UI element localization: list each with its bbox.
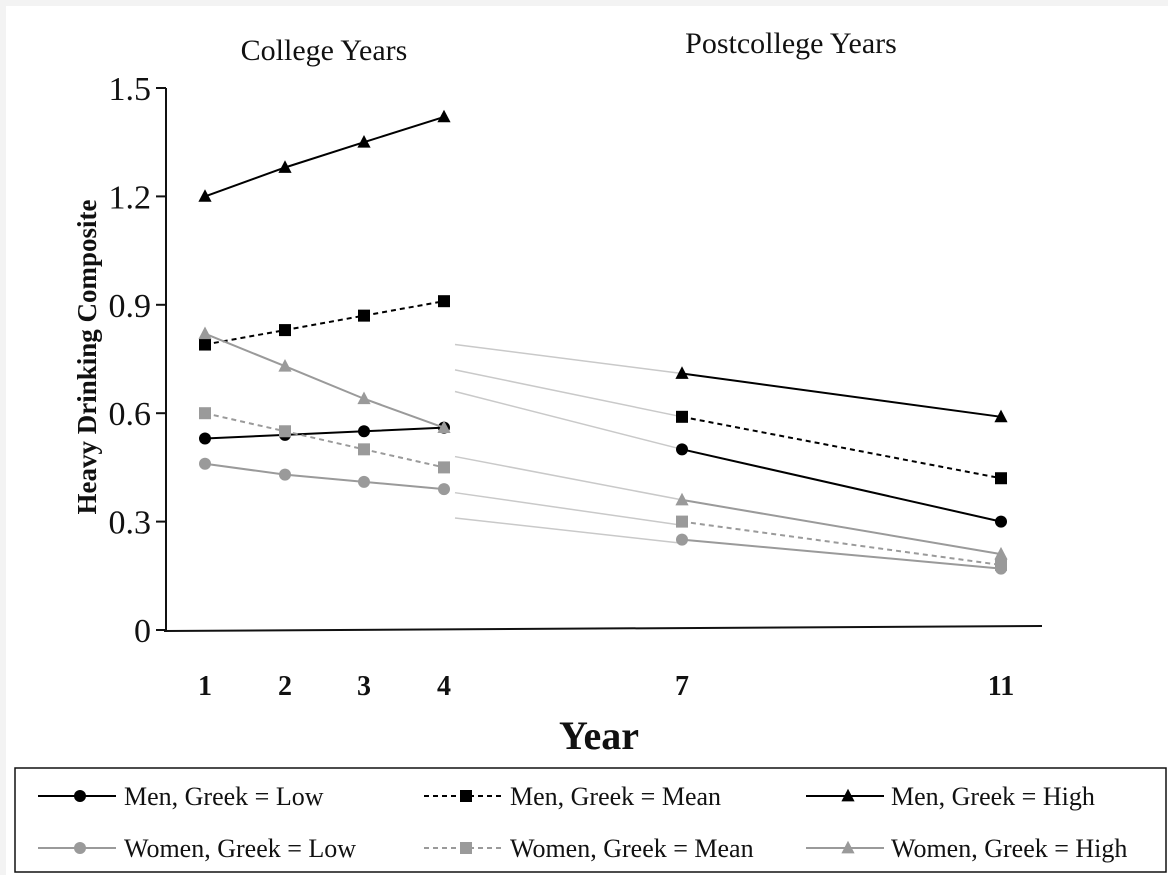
square-marker (438, 461, 450, 474)
triangle-marker (841, 788, 855, 802)
square-marker (358, 309, 370, 322)
series (199, 457, 1007, 575)
triangle-marker (841, 840, 855, 854)
x-axis-line (163, 625, 1043, 632)
x-tick-label: 1 (198, 671, 212, 702)
legend-label: Women, Greek = Mean (510, 834, 754, 863)
triangle-marker (198, 189, 212, 202)
y-tick-label: 0.3 (109, 505, 152, 542)
square-marker (199, 338, 211, 351)
series (199, 421, 1007, 528)
triangle-marker (994, 409, 1008, 423)
circle-marker (358, 425, 370, 438)
square-marker (460, 790, 472, 802)
circle-marker (676, 533, 688, 546)
legend-item: Men, Greek = High (806, 782, 1095, 811)
series-line-college (204, 115, 445, 198)
series-line-college (204, 426, 445, 440)
circle-marker (279, 468, 291, 481)
transition-guide-line (454, 390, 683, 451)
series-line-post (681, 372, 1002, 418)
circle-marker (199, 457, 211, 470)
triangle-marker (357, 391, 371, 405)
transition-guide-line (454, 369, 683, 418)
circle-marker (676, 443, 688, 456)
transition-guide-line (454, 343, 683, 375)
legend-label: Men, Greek = High (891, 782, 1095, 811)
square-marker (199, 407, 211, 420)
square-marker (676, 515, 688, 528)
series (199, 295, 1007, 485)
series (198, 326, 1008, 560)
transition-guide-line (454, 491, 683, 526)
square-marker (676, 410, 688, 423)
square-marker (358, 443, 370, 456)
circle-marker (438, 483, 450, 496)
circle-marker (358, 475, 370, 488)
legend-item: Men, Greek = Low (38, 782, 324, 811)
series (199, 407, 1007, 571)
square-marker (279, 425, 291, 438)
series-line-college (204, 462, 445, 491)
triangle-marker (994, 546, 1008, 560)
y-tick-label: 0 (134, 613, 151, 650)
legend-box (14, 767, 1167, 873)
series-line-post (681, 498, 1002, 556)
triangle-marker (437, 420, 451, 434)
legend-label: Women, Greek = Low (124, 834, 356, 863)
legend-item: Women, Greek = Low (38, 834, 356, 863)
axes: 0 0.3 0.6 0.9 1.2 1.5 1 2 3 4 7 11 (109, 71, 1043, 702)
triangle-marker (278, 359, 292, 372)
square-marker (995, 558, 1007, 571)
legend-item: Men, Greek = Mean (424, 782, 721, 811)
series-line-college (204, 300, 445, 346)
triangle-marker (437, 109, 451, 123)
chart-frame: College Years Postcollege Years Heavy Dr… (6, 6, 1168, 875)
series-line-post (681, 415, 1002, 480)
legend-label: Women, Greek = High (891, 834, 1127, 863)
circle-marker (199, 432, 211, 445)
square-marker (460, 842, 472, 854)
legend-label: Men, Greek = Mean (510, 782, 721, 811)
circle-marker (74, 790, 86, 802)
y-tick-label: 0.9 (109, 288, 152, 325)
square-marker (438, 295, 450, 308)
square-marker (995, 472, 1007, 485)
y-tick-label: 1.2 (109, 179, 152, 216)
x-tick-label: 11 (988, 671, 1014, 702)
triangle-marker (198, 326, 212, 340)
x-tick-label: 3 (357, 671, 371, 702)
y-axis-title: Heavy Drinking Composite (72, 199, 102, 514)
legend-item: Women, Greek = High (806, 834, 1127, 863)
transition-guides (454, 343, 683, 545)
y-tick-label: 1.5 (109, 71, 152, 108)
plot-area (198, 109, 1008, 575)
x-tick-label: 2 (278, 671, 292, 702)
period-label-college: College Years (241, 34, 408, 67)
legend-item: Women, Greek = Mean (424, 834, 754, 863)
series-line-post (681, 538, 1002, 570)
square-marker (279, 324, 291, 337)
series-line-post (681, 448, 1002, 523)
triangle-marker (675, 492, 689, 506)
series-line-college (204, 332, 445, 429)
triangle-marker (357, 135, 371, 148)
transition-guide-line (454, 455, 683, 501)
circle-marker (995, 515, 1007, 528)
line-chart: College Years Postcollege Years Heavy Dr… (14, 27, 1167, 873)
triangle-marker (675, 366, 689, 379)
x-axis-title: Year (559, 713, 639, 758)
period-label-postcollege: Postcollege Years (685, 27, 897, 60)
series (198, 109, 1008, 423)
x-tick-label: 4 (437, 671, 451, 702)
triangle-marker (278, 160, 292, 173)
x-tick-label: 7 (675, 671, 689, 702)
y-tick-label: 0.6 (109, 396, 152, 433)
transition-guide-line (454, 517, 683, 545)
series-line-college (204, 412, 445, 469)
circle-marker (74, 842, 86, 854)
legend: Men, Greek = Low Men, Greek = Mean Men, Gr… (14, 767, 1167, 873)
legend-label: Men, Greek = Low (124, 782, 324, 811)
